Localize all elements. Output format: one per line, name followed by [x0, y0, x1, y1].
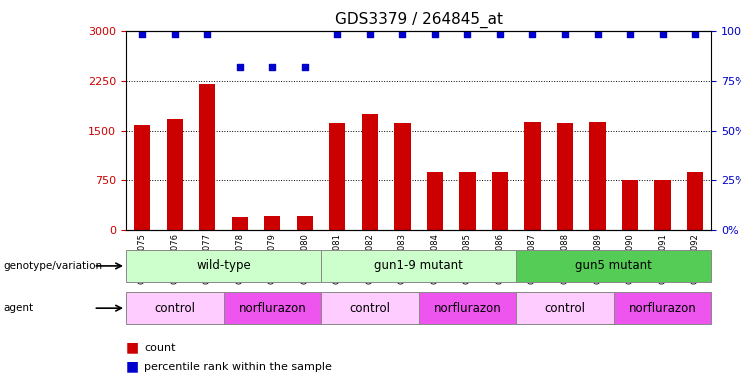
Bar: [419, 292, 516, 324]
Bar: [321, 292, 419, 324]
Bar: [525, 122, 541, 230]
Point: [559, 31, 571, 37]
Point: [527, 31, 539, 37]
Bar: [224, 292, 321, 324]
Text: genotype/variation: genotype/variation: [4, 261, 103, 271]
Text: norflurazon: norflurazon: [628, 302, 697, 314]
Point: [396, 31, 408, 37]
Bar: [134, 125, 150, 230]
Text: ■: ■: [126, 341, 139, 354]
Text: gun1-9 mutant: gun1-9 mutant: [374, 260, 463, 272]
Bar: [321, 250, 516, 282]
Title: GDS3379 / 264845_at: GDS3379 / 264845_at: [335, 12, 502, 28]
Text: ■: ■: [126, 360, 139, 374]
Bar: [394, 122, 411, 230]
Bar: [362, 114, 378, 230]
Point: [202, 31, 213, 37]
Point: [657, 31, 668, 37]
Bar: [329, 122, 345, 230]
Text: norflurazon: norflurazon: [239, 302, 306, 314]
Point: [624, 31, 636, 37]
Point: [494, 31, 506, 37]
Text: percentile rank within the sample: percentile rank within the sample: [144, 362, 333, 372]
Bar: [126, 292, 224, 324]
Text: gun5 mutant: gun5 mutant: [575, 260, 652, 272]
Bar: [232, 217, 248, 230]
Bar: [622, 180, 638, 230]
Point: [364, 31, 376, 37]
Text: wild-type: wild-type: [196, 260, 251, 272]
Text: control: control: [350, 302, 391, 314]
Bar: [427, 172, 443, 230]
Point: [331, 31, 343, 37]
Text: norflurazon: norflurazon: [433, 302, 502, 314]
Bar: [589, 122, 605, 230]
Point: [169, 31, 181, 37]
Bar: [126, 250, 321, 282]
Text: agent: agent: [4, 303, 34, 313]
Bar: [516, 250, 711, 282]
Point: [136, 31, 148, 37]
Text: count: count: [144, 343, 176, 353]
Bar: [492, 172, 508, 230]
Bar: [687, 172, 703, 230]
Point: [591, 31, 603, 37]
Text: control: control: [545, 302, 585, 314]
Bar: [459, 172, 476, 230]
Point: [429, 31, 441, 37]
Bar: [199, 84, 216, 230]
Point: [299, 64, 310, 70]
Point: [234, 64, 246, 70]
Point: [689, 31, 701, 37]
Bar: [296, 217, 313, 230]
Bar: [516, 292, 614, 324]
Text: control: control: [154, 302, 195, 314]
Bar: [167, 119, 183, 230]
Bar: [614, 292, 711, 324]
Bar: [654, 180, 671, 230]
Bar: [557, 122, 573, 230]
Point: [267, 64, 279, 70]
Point: [462, 31, 473, 37]
Bar: [265, 217, 280, 230]
